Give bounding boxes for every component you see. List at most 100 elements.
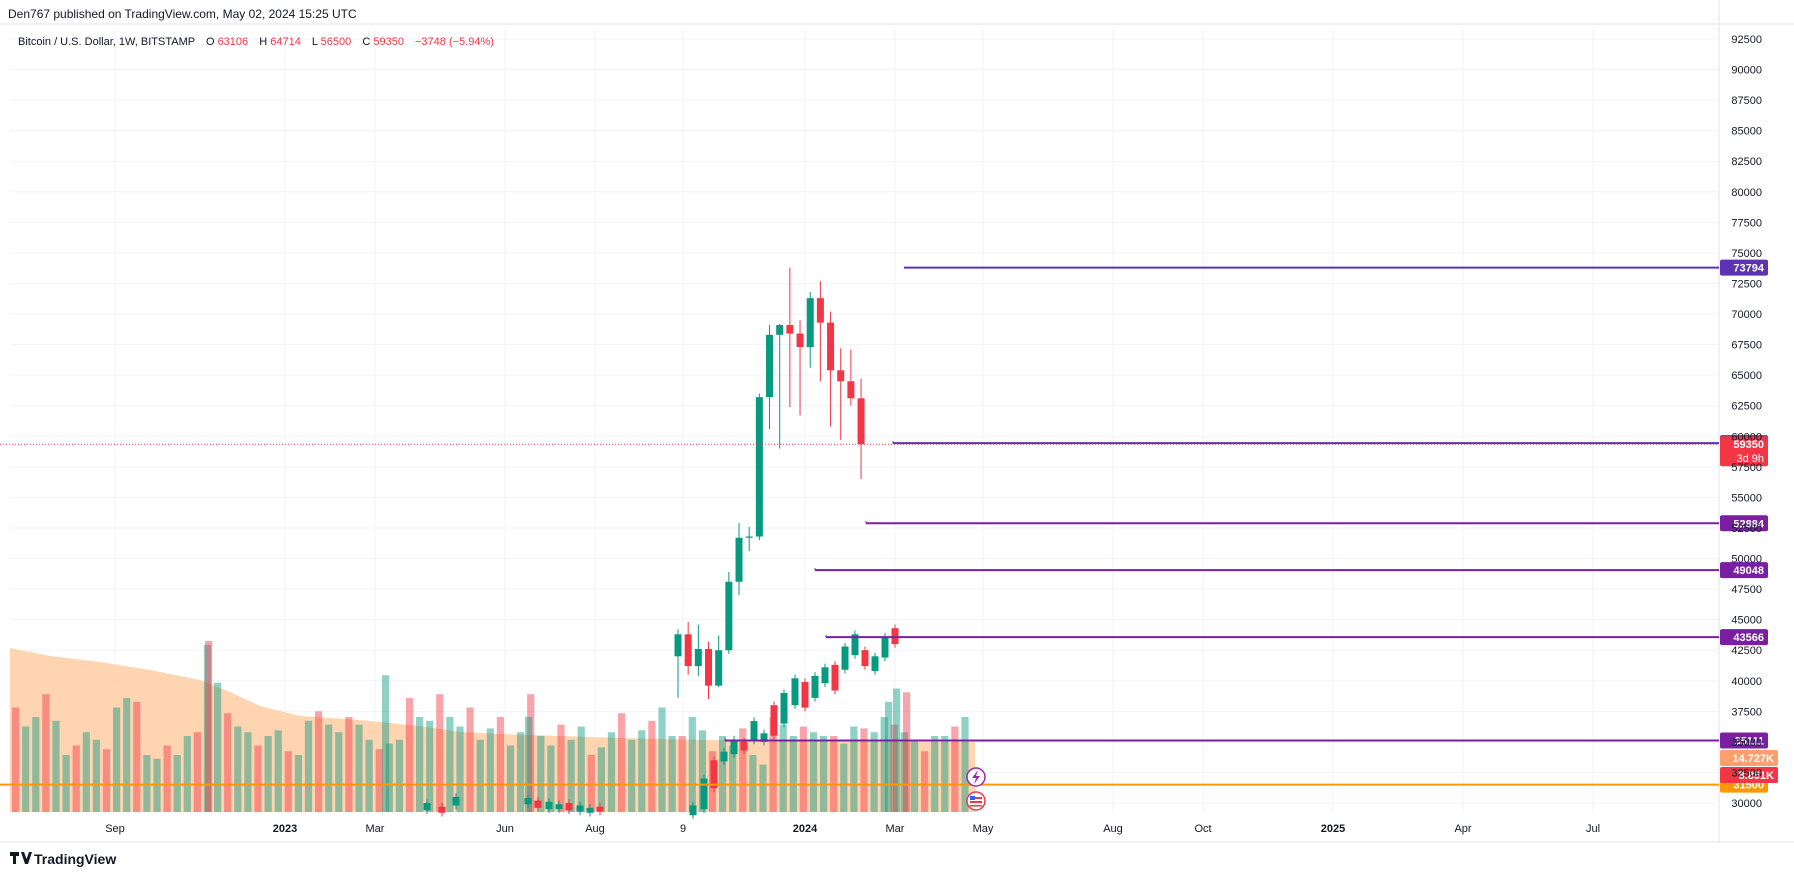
volume-bar	[345, 717, 353, 812]
volume-spike	[893, 688, 901, 812]
early-candle-body[interactable]	[576, 805, 584, 812]
early-candle-body[interactable]	[891, 628, 899, 645]
early-candle-body[interactable]	[841, 646, 849, 670]
early-candle-body[interactable]	[565, 803, 573, 811]
candle-body[interactable]	[735, 537, 743, 582]
x-tick-label: Apr	[1454, 823, 1471, 835]
candle-body[interactable]	[725, 581, 733, 651]
level-label-text: 35111	[1735, 736, 1764, 748]
lightning-event-icon[interactable]	[966, 767, 986, 787]
x-tick-label: Jun	[496, 823, 514, 835]
volume-bar	[42, 694, 50, 812]
early-candle-body[interactable]	[720, 751, 728, 762]
candle-body[interactable]	[806, 298, 814, 348]
early-candle-body[interactable]	[452, 796, 460, 806]
early-candle-body[interactable]	[423, 803, 431, 811]
volume-bar	[274, 730, 282, 812]
x-tick-label: 2024	[793, 823, 818, 835]
volume-bar	[799, 726, 807, 812]
early-candle-body[interactable]	[555, 804, 563, 810]
level-label-73794[interactable]: 73794	[1720, 259, 1768, 276]
candle-body[interactable]	[796, 333, 804, 348]
candle-body[interactable]	[684, 634, 692, 667]
early-candle-body[interactable]	[689, 805, 697, 816]
time-axis[interactable]: Sep 2023 Mar Jun Aug 9 2024 Mar May Aug Oct 2025 Apr…	[105, 823, 1600, 835]
candle-body[interactable]	[847, 381, 855, 399]
early-candle-body[interactable]	[740, 741, 748, 751]
candle-body[interactable]	[715, 650, 723, 686]
early-candle-body[interactable]	[831, 664, 839, 691]
published-by: Den767 published on TradingView.com, May…	[8, 7, 357, 21]
early-candle-body[interactable]	[438, 806, 446, 813]
early-candle-body[interactable]	[730, 739, 738, 755]
early-candle-body[interactable]	[811, 675, 819, 698]
candle-body[interactable]	[694, 648, 702, 667]
candle-body[interactable]	[786, 325, 794, 334]
early-candle-body[interactable]	[545, 801, 553, 810]
level-label-52884[interactable]: 52884	[1720, 515, 1768, 532]
early-candle-body[interactable]	[596, 806, 604, 812]
volume-bar	[668, 736, 676, 812]
candle-body[interactable]	[776, 325, 784, 335]
candle-body[interactable]	[837, 370, 845, 382]
volume-bar	[961, 717, 969, 812]
volume-bar	[880, 717, 888, 812]
candle-body[interactable]	[705, 648, 713, 686]
early-candle-body[interactable]	[780, 692, 788, 724]
candle-body[interactable]	[745, 536, 753, 538]
x-tick-label: Mar	[366, 823, 385, 835]
us-flag-event-icon[interactable]	[966, 791, 986, 811]
tradingview-logo[interactable]: TradingView	[10, 851, 116, 867]
candle-body[interactable]	[827, 322, 835, 371]
early-candle-body[interactable]	[586, 807, 594, 813]
volume-bar	[456, 726, 464, 812]
candle-body[interactable]	[857, 398, 865, 445]
early-candle-body[interactable]	[861, 650, 869, 667]
brand-text: TradingView	[34, 851, 116, 867]
candle-body[interactable]	[674, 634, 682, 657]
volume-bar	[931, 736, 939, 812]
volume-bar	[395, 739, 403, 812]
volume-bar	[547, 745, 555, 812]
early-candle-body[interactable]	[770, 705, 778, 736]
volume-bar	[628, 739, 636, 812]
volume-bar	[416, 717, 424, 812]
volume-label[interactable]: 14.727K	[1720, 750, 1778, 766]
early-candle-body[interactable]	[871, 656, 879, 671]
volume-bar	[941, 736, 949, 812]
y-tick-label: 55000	[1731, 492, 1762, 504]
levels-layer[interactable]: 7379459440528844904843566351113150059350…	[0, 259, 1778, 793]
candle-body[interactable]	[755, 397, 763, 537]
early-candle-body[interactable]	[851, 634, 859, 656]
volume-bar	[537, 736, 545, 812]
volume-bar	[496, 717, 504, 812]
level-label-49048[interactable]: 49048	[1720, 562, 1768, 579]
candles-layer[interactable]	[423, 267, 899, 819]
level-label-35111[interactable]: 35111	[1720, 732, 1768, 749]
legend-c-value: 59350	[373, 36, 404, 48]
early-candle-body[interactable]	[524, 798, 532, 805]
early-candle-body[interactable]	[791, 678, 799, 706]
volume-label[interactable]: 8.851K	[1720, 767, 1778, 783]
candle-body[interactable]	[766, 334, 774, 398]
early-candle-body[interactable]	[760, 733, 768, 742]
current-price-label[interactable]: 59350 3d 9h	[1720, 436, 1768, 467]
early-candle-body[interactable]	[710, 760, 718, 789]
early-candle-body[interactable]	[534, 800, 542, 808]
early-candle-body[interactable]	[821, 667, 829, 684]
volume-bar	[870, 732, 878, 812]
candle-body[interactable]	[816, 298, 824, 323]
volume-bar	[214, 682, 222, 812]
level-label-43566[interactable]: 43566	[1720, 629, 1768, 646]
early-candle-body[interactable]	[750, 721, 758, 741]
early-candle-body[interactable]	[801, 681, 809, 708]
price-axis[interactable]: 30000 32500 35000 37500 40000 42500 45000 47500…	[1731, 34, 1762, 810]
volume-bar	[315, 711, 323, 812]
volume-bar	[32, 717, 40, 812]
volume-bar	[688, 717, 696, 812]
volume-bar	[840, 743, 848, 812]
volume-spike	[885, 701, 893, 812]
early-candle-body[interactable]	[881, 636, 889, 658]
early-candle-body[interactable]	[700, 778, 708, 810]
